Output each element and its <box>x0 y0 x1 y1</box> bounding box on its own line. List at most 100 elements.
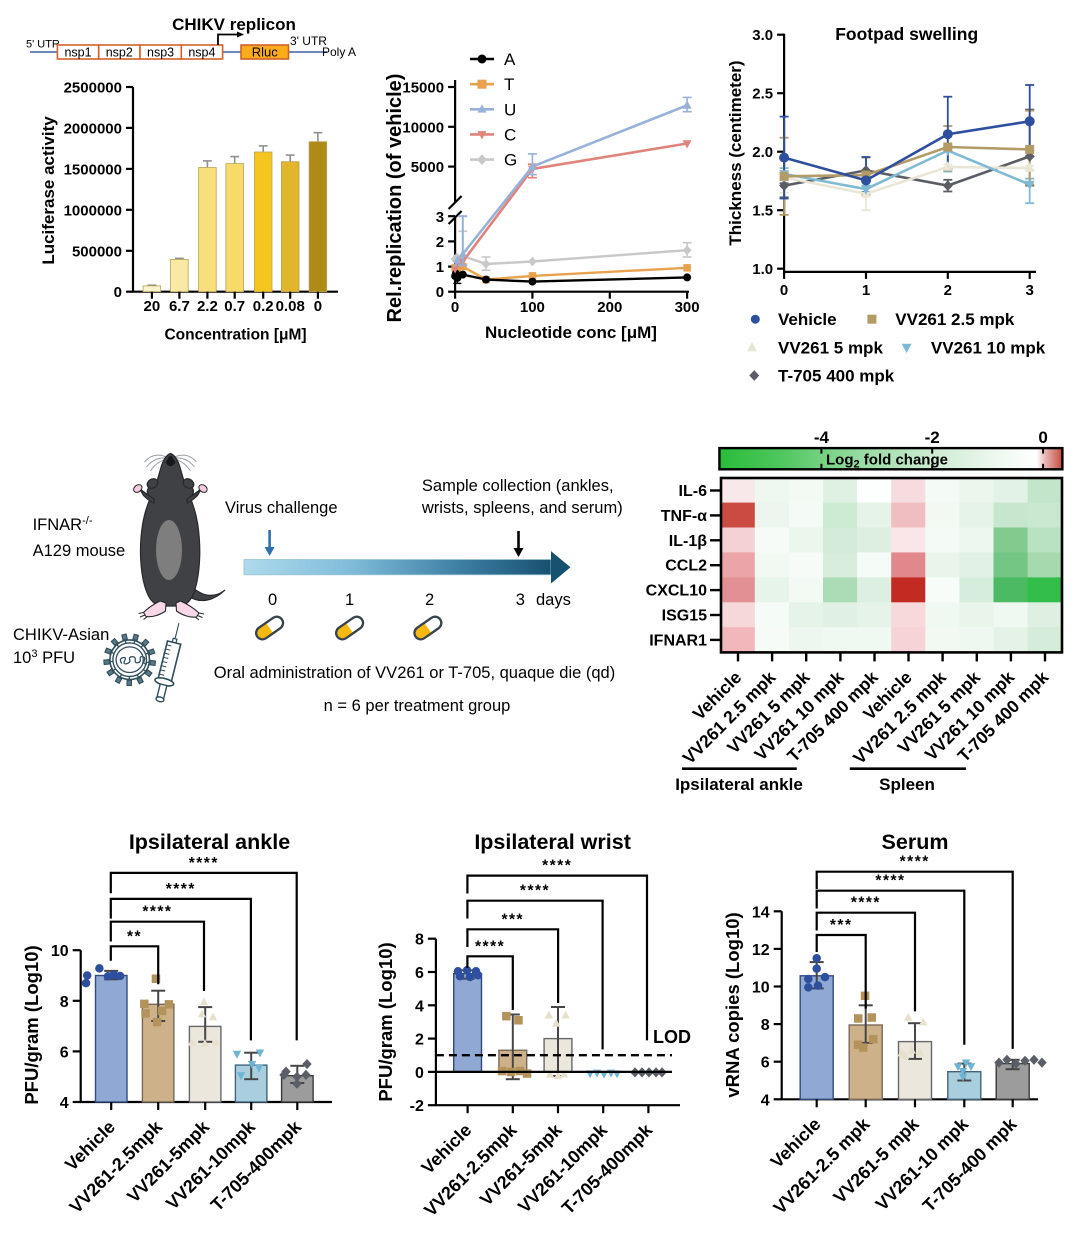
svg-text:C: C <box>504 125 516 144</box>
svg-text:1500000: 1500000 <box>64 161 122 178</box>
svg-text:2.5: 2.5 <box>752 86 773 103</box>
svg-text:8: 8 <box>761 1017 770 1034</box>
svg-text:10: 10 <box>752 980 770 997</box>
svg-text:Log2 fold change: Log2 fold change <box>826 452 948 471</box>
svg-text:wrists, spleens, and serum): wrists, spleens, and serum) <box>421 499 623 517</box>
svg-text:4: 4 <box>761 1092 770 1109</box>
svg-text:8: 8 <box>60 994 69 1011</box>
svg-text:CCL2: CCL2 <box>665 558 707 575</box>
svg-text:IL-1β: IL-1β <box>669 533 707 550</box>
svg-text:Ipsilateral wrist: Ipsilateral wrist <box>474 830 631 854</box>
svg-text:3: 3 <box>436 209 444 226</box>
svg-text:****: **** <box>520 883 550 900</box>
svg-text:U: U <box>504 100 516 119</box>
svg-text:0: 0 <box>780 282 788 299</box>
svg-text:3' UTR: 3' UTR <box>290 34 327 48</box>
svg-text:2: 2 <box>415 1032 424 1049</box>
svg-text:Spleen: Spleen <box>879 775 935 794</box>
svg-text:2: 2 <box>944 282 952 299</box>
svg-text:VV261 10 mpk: VV261 10 mpk <box>931 339 1046 358</box>
svg-text:6: 6 <box>415 965 424 982</box>
svg-text:****: **** <box>875 873 905 890</box>
svg-text:20: 20 <box>144 298 161 315</box>
svg-text:5' UTR: 5' UTR <box>26 39 60 51</box>
svg-text:1.5: 1.5 <box>752 203 773 220</box>
svg-text:3: 3 <box>1026 282 1034 299</box>
svg-text:0: 0 <box>415 1065 424 1082</box>
svg-text:0: 0 <box>268 591 277 609</box>
svg-text:n = 6 per treatment group: n = 6 per treatment group <box>324 697 511 715</box>
svg-text:Sample collection (ankles,: Sample collection (ankles, <box>422 477 614 495</box>
svg-text:103 PFU: 103 PFU <box>13 648 75 667</box>
svg-text:PFU/gram (Log10): PFU/gram (Log10) <box>375 942 396 1101</box>
svg-text:****: **** <box>900 854 930 871</box>
svg-text:Ipsilateral ankle: Ipsilateral ankle <box>129 830 290 854</box>
svg-text:1: 1 <box>345 591 354 609</box>
svg-text:Rluc: Rluc <box>252 45 279 60</box>
svg-text:Ipsilateral ankle: Ipsilateral ankle <box>675 775 803 794</box>
svg-text:PFU/gram (Log10): PFU/gram (Log10) <box>21 945 42 1104</box>
svg-text:nsp3: nsp3 <box>147 45 174 59</box>
svg-text:****: **** <box>189 855 219 872</box>
svg-text:2.0: 2.0 <box>752 144 773 161</box>
svg-text:T-705 400 mpk: T-705 400 mpk <box>778 367 895 386</box>
svg-text:***: *** <box>830 917 853 934</box>
svg-text:200: 200 <box>597 299 622 316</box>
svg-text:LOD: LOD <box>653 1027 691 1047</box>
svg-text:****: **** <box>542 858 572 875</box>
svg-text:2000000: 2000000 <box>64 120 122 137</box>
svg-text:Rel.replication (of vehicle): Rel.replication (of vehicle) <box>384 74 406 323</box>
svg-text:ISG15: ISG15 <box>662 608 707 625</box>
svg-text:8: 8 <box>415 932 424 949</box>
svg-text:1000000: 1000000 <box>64 202 122 219</box>
svg-text:Oral administration of VV261 o: Oral administration of VV261 or T-705, q… <box>214 664 615 682</box>
svg-text:A: A <box>504 50 516 69</box>
svg-text:0: 0 <box>436 284 444 301</box>
svg-text:5000: 5000 <box>411 159 444 176</box>
svg-text:10000: 10000 <box>402 119 444 136</box>
svg-text:Nucleotide conc [μM]: Nucleotide conc [μM] <box>485 323 657 342</box>
svg-text:1: 1 <box>436 259 444 276</box>
svg-text:TNF-α: TNF-α <box>661 508 707 525</box>
svg-text:0.7: 0.7 <box>224 298 245 315</box>
svg-text:100: 100 <box>520 299 545 316</box>
svg-text:Concentration [μM]: Concentration [μM] <box>164 327 306 344</box>
svg-text:2: 2 <box>436 234 444 251</box>
svg-text:-4: -4 <box>814 428 830 447</box>
svg-text:15000: 15000 <box>402 80 444 97</box>
svg-text:3.0: 3.0 <box>752 27 773 44</box>
svg-text:Vehicle: Vehicle <box>778 310 837 329</box>
svg-text:CXCL10: CXCL10 <box>646 583 707 600</box>
svg-text:0: 0 <box>451 299 459 316</box>
svg-text:nsp1: nsp1 <box>64 45 91 59</box>
svg-text:0.2: 0.2 <box>253 298 274 315</box>
svg-text:IFNAR-/-: IFNAR-/- <box>33 515 93 534</box>
svg-text:IL-6: IL-6 <box>679 483 708 500</box>
svg-text:CHIKV-Asian: CHIKV-Asian <box>13 626 109 644</box>
svg-text:vRNA copies (Log10): vRNA copies (Log10) <box>722 912 743 1097</box>
svg-text:****: **** <box>142 904 172 921</box>
svg-text:0: 0 <box>314 298 322 315</box>
svg-text:1.0: 1.0 <box>752 261 773 278</box>
svg-text:12: 12 <box>752 942 770 959</box>
svg-text:***: *** <box>501 911 524 928</box>
svg-text:Virus challenge: Virus challenge <box>225 499 338 517</box>
svg-text:G: G <box>504 151 517 170</box>
svg-text:500000: 500000 <box>72 243 122 260</box>
svg-text:-2: -2 <box>925 428 940 447</box>
svg-text:Luciferase activity: Luciferase activity <box>39 116 58 265</box>
svg-text:14: 14 <box>752 904 770 921</box>
svg-text:****: **** <box>475 938 505 955</box>
svg-text:CHIKV replicon: CHIKV replicon <box>172 15 296 34</box>
svg-text:Thickness (centimeter): Thickness (centimeter) <box>726 60 745 245</box>
svg-text:****: **** <box>166 881 196 898</box>
svg-text:2: 2 <box>425 591 434 609</box>
svg-text:****: **** <box>851 895 881 912</box>
svg-text:2.2: 2.2 <box>197 298 218 315</box>
svg-text:T: T <box>504 75 514 94</box>
svg-text:0: 0 <box>1038 428 1047 447</box>
svg-text:2500000: 2500000 <box>64 80 122 97</box>
svg-text:IFNAR1: IFNAR1 <box>649 632 707 649</box>
svg-text:4: 4 <box>415 998 424 1015</box>
svg-text:nsp4: nsp4 <box>188 45 215 59</box>
